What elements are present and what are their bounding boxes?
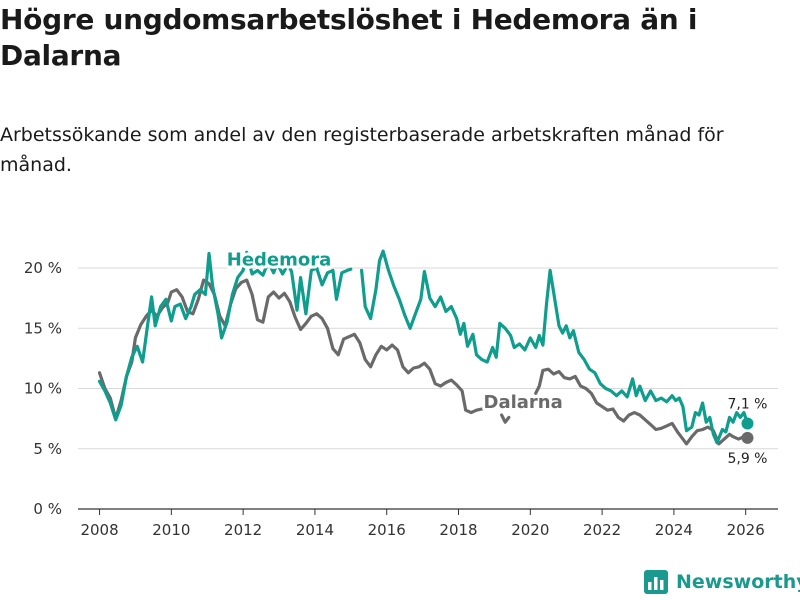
series-line-dalarna xyxy=(534,367,750,446)
series-line-dalarna xyxy=(97,278,489,421)
end-label-dalarna: 5,9 % xyxy=(727,451,767,467)
series-label-dalarna: Dalarna xyxy=(484,392,563,413)
series-line-hedemora xyxy=(360,249,750,445)
x-tick-label: 2008 xyxy=(80,521,118,539)
x-tick-label: 2014 xyxy=(296,521,334,539)
end-point-dalarna xyxy=(741,431,754,444)
series-line-hedemora xyxy=(97,250,353,422)
brand-name: Newsworthy xyxy=(676,571,800,593)
line-chart: 0 %5 %10 %15 %20 % 2008 2010 2012 2014 2016 2… xyxy=(23,247,778,539)
x-tick-label: 2016 xyxy=(368,521,406,539)
y-tick-label: 5 % xyxy=(33,440,62,458)
y-tick-label: 10 % xyxy=(24,380,62,398)
x-tick-label: 2018 xyxy=(439,521,477,539)
x-axis: 2008 2010 2012 2014 2016 2018 2020 2022 2024 2026 xyxy=(80,509,765,539)
gridlines: 0 % 5 % 10 % 15 % 20 % xyxy=(24,259,778,518)
series-labels: 5,9 % Dalarna 7,1 % Hedemora xyxy=(224,247,768,467)
x-tick-label: 2026 xyxy=(727,521,765,539)
series-line-dalarna xyxy=(500,413,511,424)
chart-subtitle: Arbetssökande som andel av den registerb… xyxy=(0,124,724,176)
y-tick-label: 20 % xyxy=(24,259,62,277)
y-tick-label: 15 % xyxy=(24,319,62,337)
x-tick-label: 2010 xyxy=(152,521,190,539)
end-label-hedemora: 7,1 % xyxy=(727,396,767,412)
series-label-hedemora: Hedemora xyxy=(227,250,332,271)
y-tick-label: 0 % xyxy=(33,500,62,518)
x-tick-label: 2020 xyxy=(511,521,549,539)
x-tick-label: 2022 xyxy=(583,521,621,539)
bar-chart-icon xyxy=(644,570,668,594)
newsworthy-logo: Newsworthy xyxy=(644,570,800,594)
end-point-hedemora xyxy=(741,417,754,430)
x-tick-label: 2024 xyxy=(655,521,693,539)
chart-title: Högre ungdomsarbetslöshet i Hedemora än … xyxy=(0,3,698,72)
x-tick-label: 2012 xyxy=(224,521,262,539)
series-lines xyxy=(97,249,754,446)
